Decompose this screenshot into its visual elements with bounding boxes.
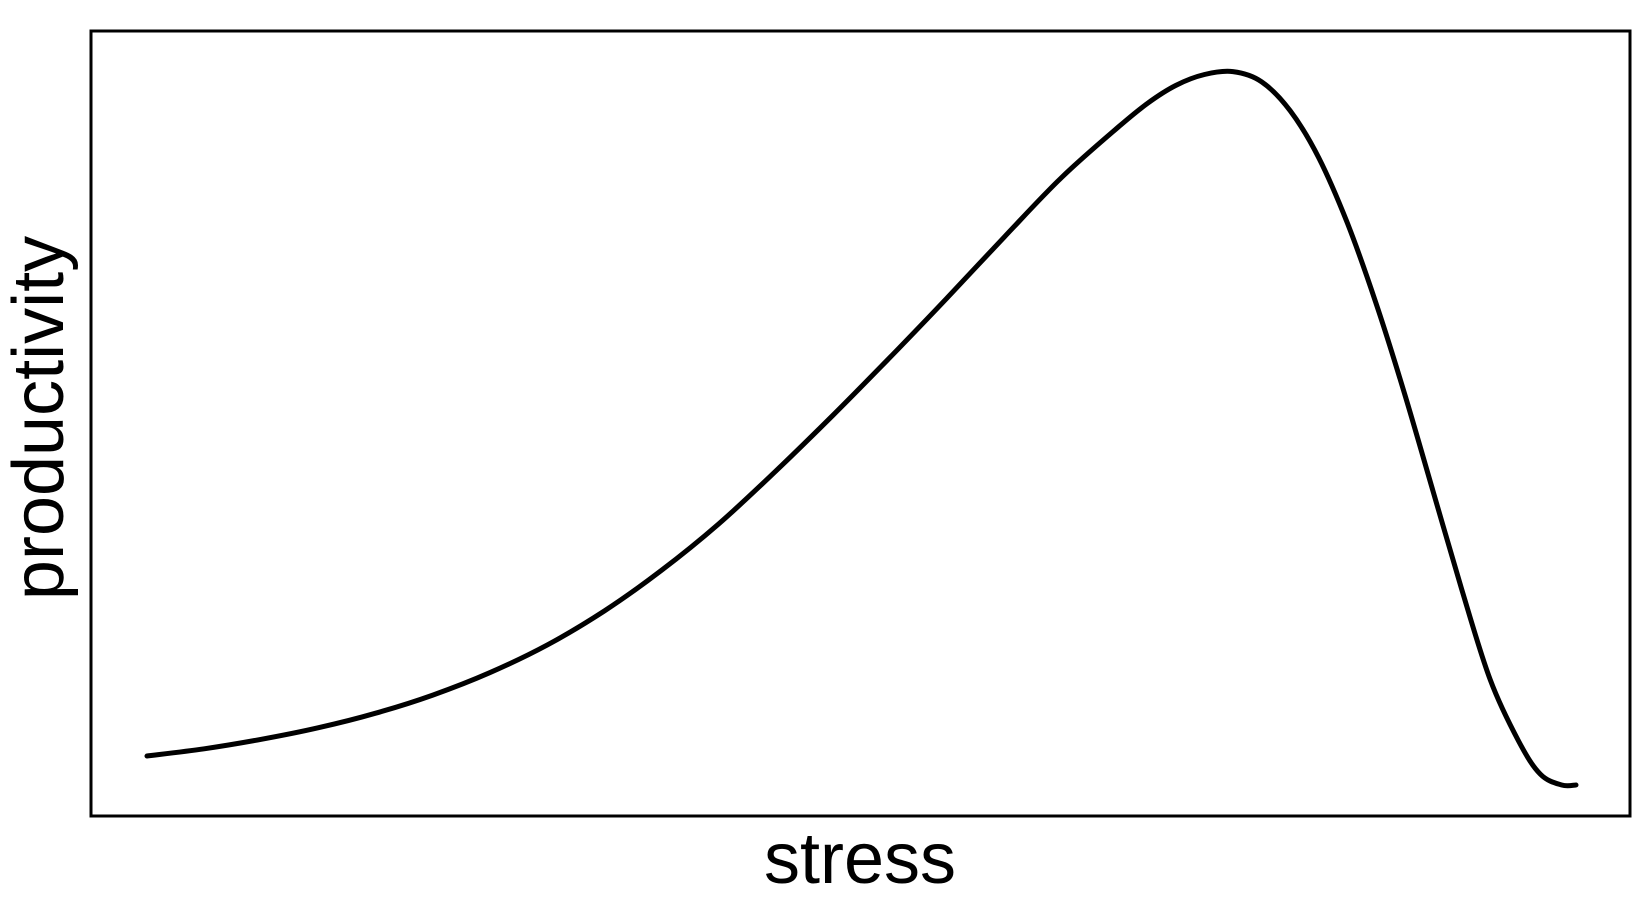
plot-frame	[89, 29, 1632, 818]
y-axis-label: productivity	[0, 236, 79, 600]
series-line	[144, 68, 1579, 789]
x-axis-label: stress	[764, 819, 956, 899]
